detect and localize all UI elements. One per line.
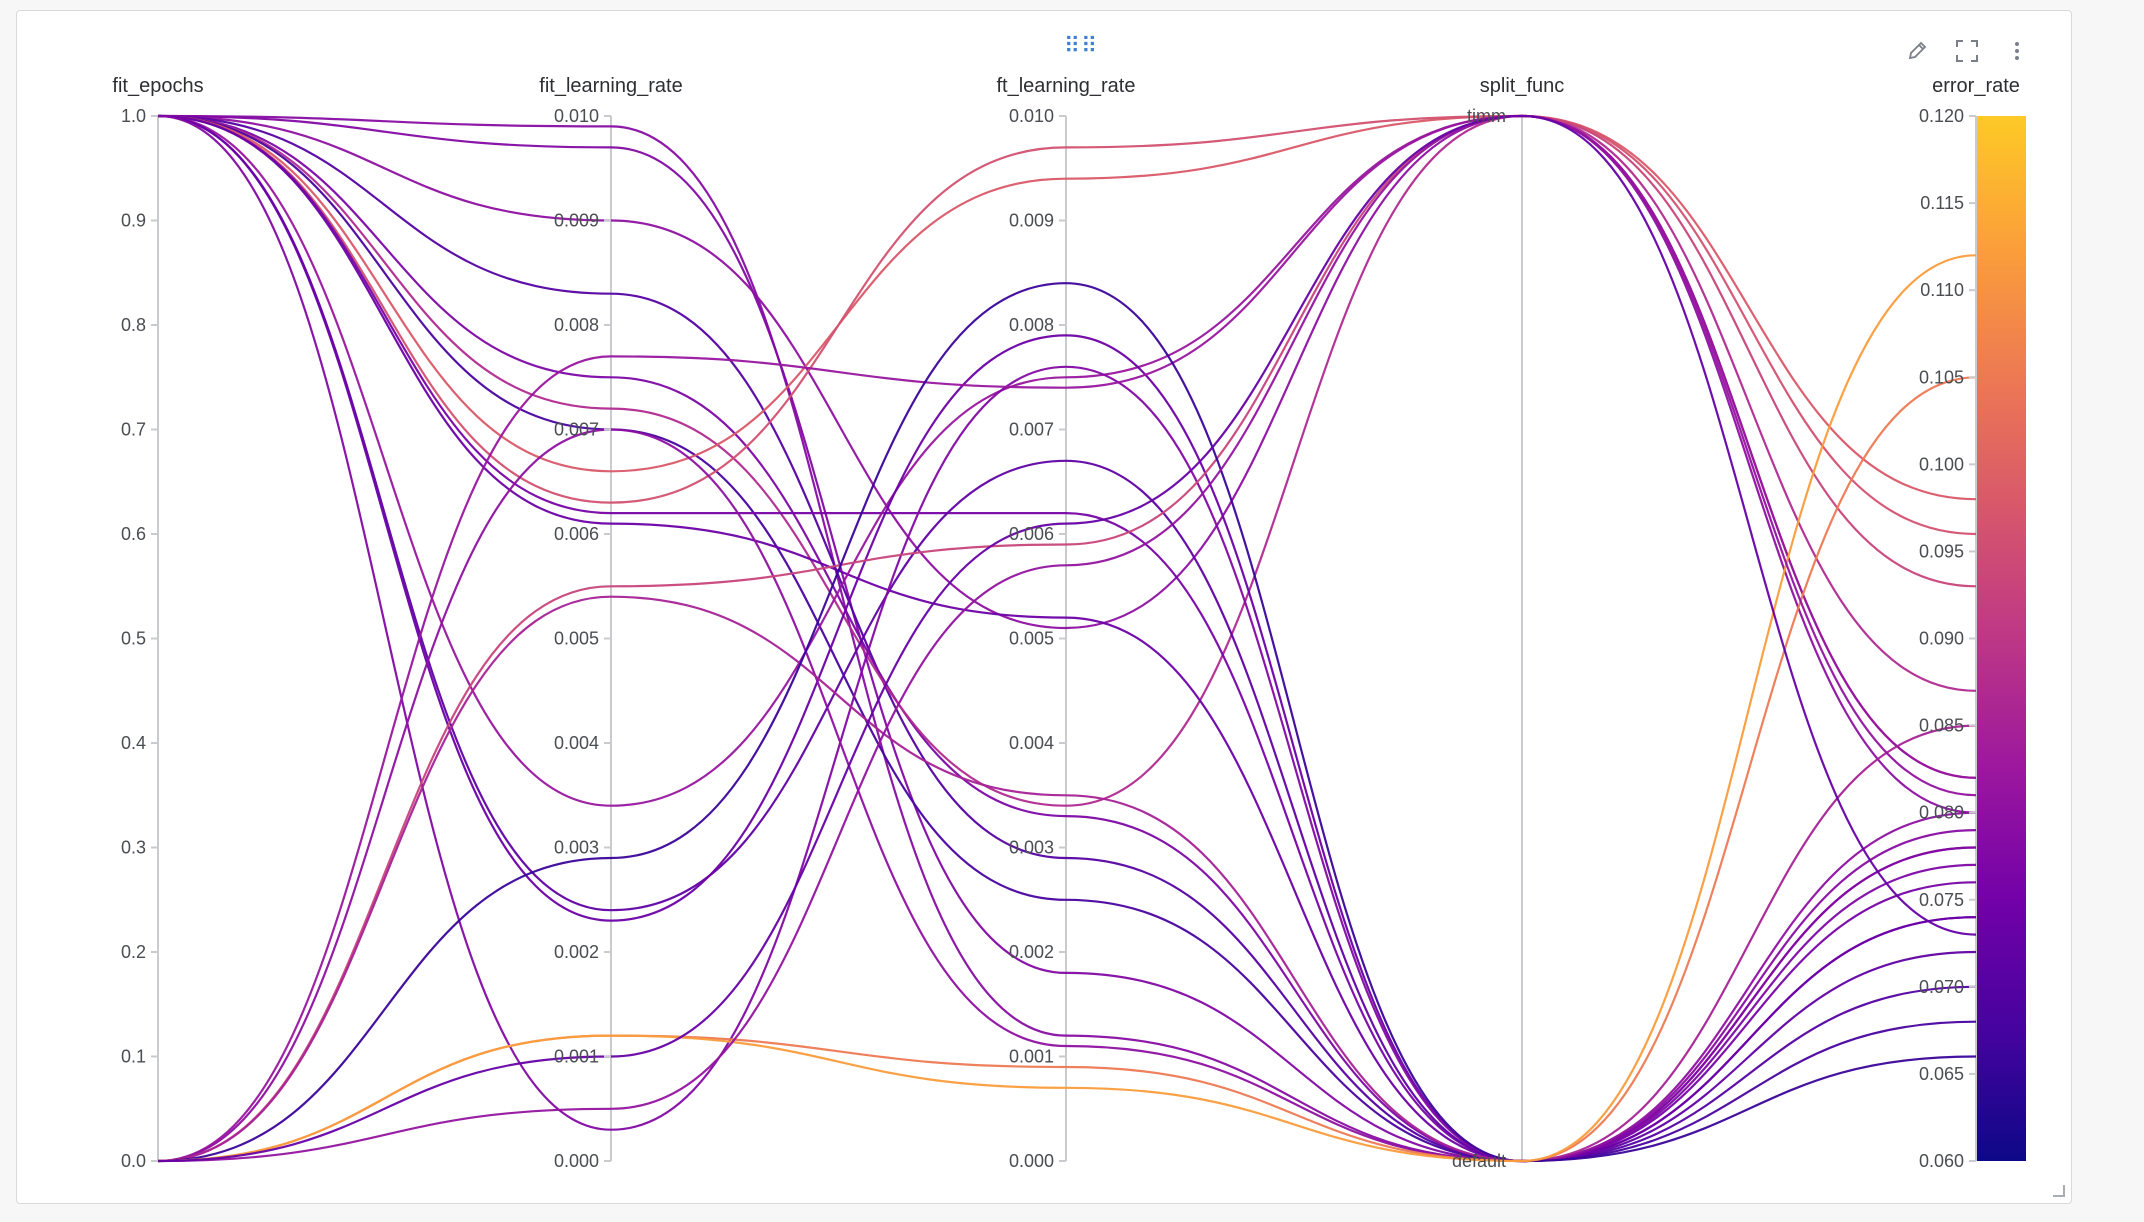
tick-label: 0.070 [1919,977,1964,997]
run-line-4 [157,114,1977,1163]
tick-label: 0.002 [554,942,599,962]
run-line-5 [157,114,1977,1163]
tick-label: 0.004 [554,733,599,753]
run-line-17 [157,428,1977,1163]
error-rate-colorbar [1976,116,2026,1161]
tick-label: 0.000 [1009,1151,1054,1171]
tick-label: 0.060 [1919,1151,1964,1171]
run-lines [157,114,1977,1163]
drag-dots-icon[interactable]: ⠿⠿ [1063,33,1099,58]
tick-label: 0.080 [1919,803,1964,823]
run-line-7 [157,114,1977,1163]
axis-title-split_func: split_func [1480,75,1565,97]
more-options-icon[interactable] [2003,37,2031,65]
tick-label: 0.6 [121,524,146,544]
tick-label: 0.010 [1009,106,1054,126]
tick-label: 0.009 [1009,211,1054,231]
tick-label: 0.002 [1009,942,1054,962]
tick-label: 0.065 [1919,1064,1964,1084]
edit-icon[interactable] [1903,37,1931,65]
tick-label: 0.008 [554,315,599,335]
run-line-20 [157,282,1977,1163]
axis-title-ft_learning_rate: ft_learning_rate [997,75,1136,97]
tick-label: 0.4 [121,733,146,753]
tick-label: 0.095 [1919,541,1964,561]
tick-label: 0.003 [554,838,599,858]
tick-label: 0.005 [554,629,599,649]
tick-label: 0.004 [1009,733,1054,753]
tick-label: 0.006 [554,524,599,544]
tick-label: 0.090 [1919,629,1964,649]
tick-label: 0.075 [1919,890,1964,910]
chart-panel: ⠿⠿ [16,10,2072,1204]
axis-title-error_rate: error_rate [1932,75,2020,97]
tick-label: 0.007 [1009,420,1054,440]
panel-toolbar [1903,37,2031,65]
run-line-10 [157,114,1977,1163]
tick-label: timm [1467,106,1506,126]
run-line-22 [157,254,1977,1163]
run-line-14 [157,114,1977,1163]
tick-label: 0.008 [1009,315,1054,335]
tick-label: 0.5 [121,629,146,649]
run-line-18 [157,114,1977,1163]
resize-handle[interactable] [2053,1185,2065,1197]
axis-title-fit_epochs: fit_epochs [112,75,203,97]
tick-label: 0.1 [121,1047,146,1067]
tick-label: 0.7 [121,420,146,440]
tick-label: default [1452,1151,1506,1171]
run-line-1 [157,114,1977,1163]
axis-title-fit_learning_rate: fit_learning_rate [539,75,682,97]
tick-label: 0.003 [1009,838,1054,858]
run-line-16 [157,114,1977,1163]
run-line-23 [157,114,1977,1163]
tick-label: 0.000 [554,1151,599,1171]
tick-label: 0.9 [121,211,146,231]
tick-label: 0.2 [121,942,146,962]
tick-label: 0.110 [1920,280,1964,300]
tick-label: 0.120 [1919,106,1964,126]
run-line-9 [157,114,1977,536]
tick-label: 0.010 [554,106,599,126]
tick-label: 0.006 [1009,524,1054,544]
tick-label: 0.085 [1919,716,1964,736]
run-line-6 [157,114,1977,807]
tick-label: 0.115 [1920,193,1964,213]
run-line-13 [157,114,1977,1163]
tick-label: 1.0 [121,106,146,126]
tick-label: 0.001 [554,1047,599,1067]
tick-label: 0.105 [1919,367,1964,387]
run-line-3 [157,114,1977,814]
tick-label: 0.0 [121,1151,146,1171]
run-line-19 [157,595,1977,1163]
run-line-15 [157,114,1977,1163]
tick-label: 0.001 [1009,1047,1054,1067]
tick-label: 0.005 [1009,629,1054,649]
tick-label: 0.100 [1919,454,1964,474]
tick-label: 0.3 [121,838,146,858]
tick-label: 0.009 [554,211,599,231]
tick-label: 0.8 [121,315,146,335]
tick-label: 0.007 [554,420,599,440]
run-line-8 [157,114,1977,501]
fullscreen-icon[interactable] [1953,37,1981,65]
run-line-24 [157,114,1977,1163]
